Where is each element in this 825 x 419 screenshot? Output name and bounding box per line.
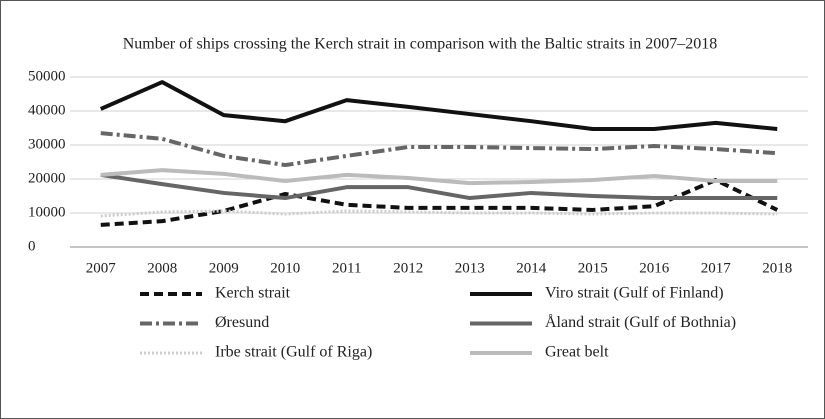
y-tick-label: 20000 bbox=[28, 170, 66, 186]
legend-label: Irbe strait (Gulf of Riga) bbox=[215, 344, 372, 361]
y-tick-label: 40000 bbox=[28, 102, 66, 118]
x-tick-label: 2008 bbox=[147, 260, 177, 276]
x-tick-label: 2011 bbox=[332, 260, 361, 276]
series-line bbox=[100, 168, 778, 186]
chart-title: Number of ships crossing the Kerch strai… bbox=[123, 36, 718, 53]
legend-label: Øresund bbox=[215, 314, 269, 331]
series-line bbox=[100, 178, 779, 227]
series-line bbox=[100, 209, 778, 218]
series-line bbox=[100, 131, 778, 168]
legend-label: Viro strait (Gulf of Finland) bbox=[545, 285, 724, 302]
x-tick-label: 2009 bbox=[209, 260, 239, 276]
legend-label: Great belt bbox=[545, 344, 609, 361]
series-line bbox=[100, 172, 778, 201]
x-tick-label: 2018 bbox=[762, 260, 792, 276]
x-tick-label: 2010 bbox=[270, 260, 300, 276]
x-tick-label: 2007 bbox=[86, 260, 117, 276]
x-tick-label: 2014 bbox=[516, 260, 547, 276]
y-tick-label: 0 bbox=[28, 238, 36, 254]
x-tick-label: 2017 bbox=[701, 260, 732, 276]
x-tick-label: 2013 bbox=[455, 260, 485, 276]
x-tick-label: 2016 bbox=[639, 260, 670, 276]
series-line bbox=[99, 80, 778, 132]
legend-label: Kerch strait bbox=[215, 285, 291, 302]
y-tick-label: 50000 bbox=[28, 68, 66, 84]
legend-label: Åland strait (Gulf of Bothnia) bbox=[545, 313, 736, 331]
y-tick-label: 30000 bbox=[28, 136, 66, 152]
x-tick-label: 2012 bbox=[393, 260, 423, 276]
x-tick-label: 2015 bbox=[578, 260, 608, 276]
y-tick-label: 10000 bbox=[28, 204, 66, 220]
